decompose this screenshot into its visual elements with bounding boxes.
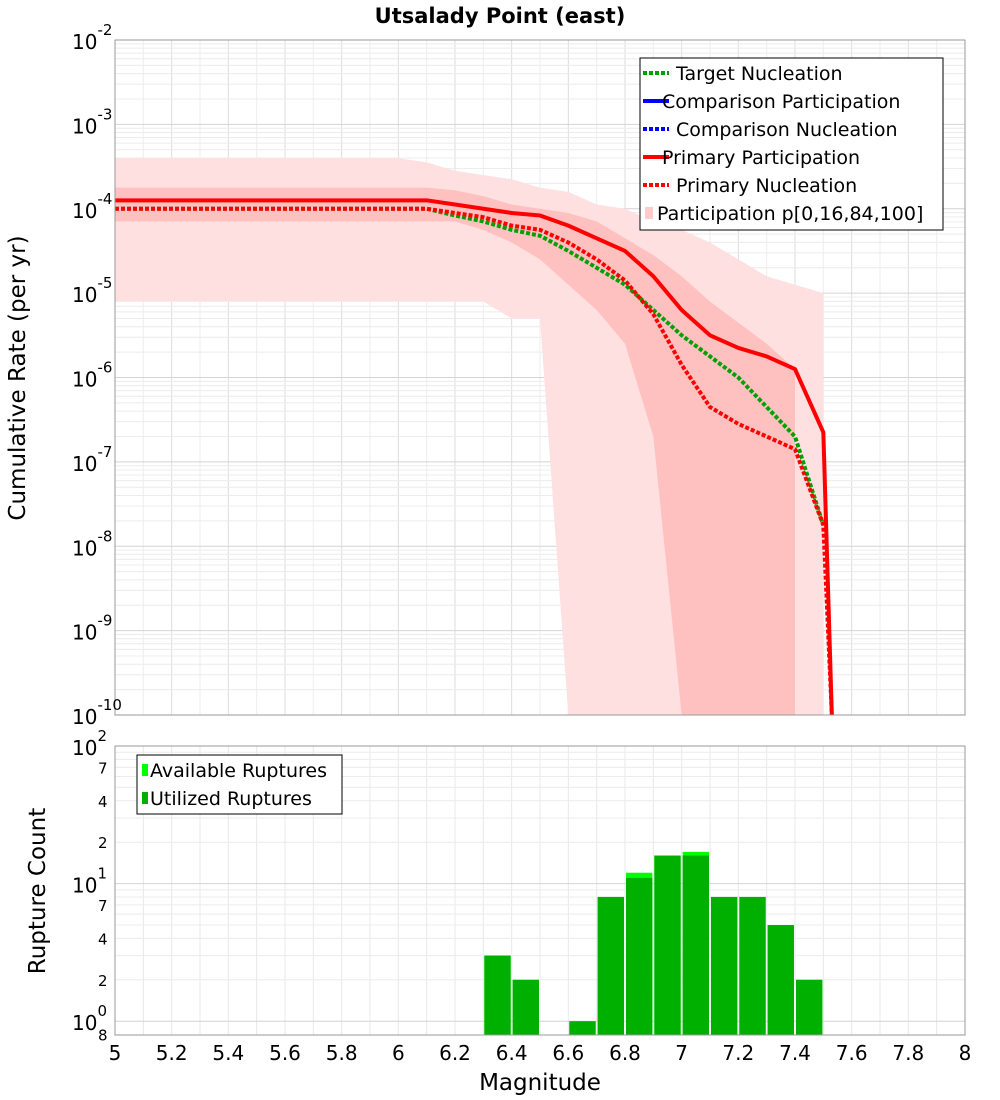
y-tick-label: 7 (98, 897, 108, 915)
legend-swatch (645, 207, 653, 219)
legend-swatch (142, 792, 148, 804)
utilized-bar (597, 896, 624, 1035)
y-tick-label: 10-2 (72, 21, 112, 54)
y-tick-label: 4 (98, 793, 108, 811)
x-tick-label: 5.8 (326, 1041, 358, 1065)
legend-label: Participation p[0,16,84,100] (657, 203, 923, 225)
y-tick-label: 10-4 (72, 190, 112, 223)
legend-label: Primary Nucleation (676, 175, 857, 197)
x-tick-label: 5.2 (156, 1041, 188, 1065)
utilized-bar (626, 877, 653, 1035)
legend-swatch (142, 764, 148, 776)
x-tick-label: 6.6 (552, 1041, 584, 1065)
series-line (115, 198, 834, 716)
y-tick-label: 10-5 (72, 274, 112, 307)
utilized-bar (711, 896, 738, 1035)
legend-label: Target Nucleation (675, 63, 843, 85)
y-tick-label: 101 (72, 865, 107, 898)
x-tick-label: 6 (392, 1041, 405, 1065)
rate-plot: 10-10 10-9 10-8 10-7 10-6 10-5 10-4 10-3 10-2 Cu… (5, 21, 966, 729)
count-legend: Available Ruptures Utilized Ruptures (136, 754, 343, 815)
rate-plot-frame (114, 39, 966, 716)
utilized-bar (512, 979, 539, 1035)
utilized-bar (767, 925, 794, 1035)
chart-title: Utsalady Point (east) (375, 4, 626, 28)
utilized-bar (484, 955, 511, 1035)
y-tick-label: 7 (98, 759, 108, 777)
x-tick-label: 6.4 (496, 1041, 528, 1065)
rate-y-axis-label: Cumulative Rate (per yr) (5, 235, 31, 520)
y-tick-label: 2 (98, 972, 108, 990)
rate-lines (115, 198, 834, 716)
y-tick-label: 10-7 (72, 443, 112, 476)
count-bars (484, 851, 823, 1035)
y-tick-label: 10-6 (72, 359, 112, 392)
y-tick-label: 2 (98, 834, 108, 852)
count-y-axis-label: Rupture Count (25, 808, 51, 974)
participation-band (115, 187, 795, 715)
y-tick-label: 100 (72, 1002, 107, 1035)
legend-label: Available Ruptures (150, 760, 327, 782)
x-tick-label: 6.8 (609, 1041, 641, 1065)
utilized-bar (569, 1021, 596, 1035)
participation-bands (115, 158, 824, 715)
utilized-bar (682, 855, 709, 1035)
x-tick-label: 6.2 (439, 1041, 471, 1065)
count-legend-box (136, 754, 343, 815)
utilized-bar (739, 896, 766, 1035)
x-tick-label: 5.4 (212, 1041, 244, 1065)
x-tick-label: 5.6 (269, 1041, 301, 1065)
count-x-ticks: 5 5.2 5.4 5.6 5.8 6 6.2 6.4 6.6 6.8 7 7.2 7.4 7.6 7.8 8 (109, 1041, 972, 1065)
y-tick-label: 8 (98, 1027, 108, 1045)
y-tick-label: 10-3 (72, 105, 112, 138)
x-tick-label: 7.6 (836, 1041, 868, 1065)
legend-label: Comparison Nucleation (676, 119, 898, 141)
legend-label: Comparison Participation (662, 91, 900, 113)
x-axis-label: Magnitude (479, 1070, 601, 1096)
rate-legend: Target Nucleation Comparison Participatio… (639, 57, 944, 231)
utilized-bar (654, 855, 681, 1035)
y-tick-label: 4 (98, 930, 108, 948)
rate-legend-box (639, 57, 944, 231)
x-tick-label: 7 (675, 1041, 688, 1065)
x-tick-label: 7.2 (722, 1041, 754, 1065)
x-tick-label: 5 (109, 1041, 122, 1065)
legend-label: Utilized Ruptures (150, 788, 312, 810)
utilized-bar (796, 979, 823, 1035)
rate-y-ticks: 10-10 10-9 10-8 10-7 10-6 10-5 10-4 10-3 10-2 (72, 21, 122, 729)
legend-label: Primary Participation (662, 147, 860, 169)
y-tick-label: 102 (72, 727, 107, 760)
x-tick-label: 8 (959, 1041, 972, 1065)
x-tick-label: 7.4 (779, 1041, 811, 1065)
y-tick-label: 10-8 (72, 527, 112, 560)
y-tick-label: 10-9 (72, 612, 112, 645)
count-plot-frame (114, 745, 966, 1036)
y-tick-label: 10-10 (72, 696, 122, 729)
x-tick-label: 7.8 (892, 1041, 924, 1065)
